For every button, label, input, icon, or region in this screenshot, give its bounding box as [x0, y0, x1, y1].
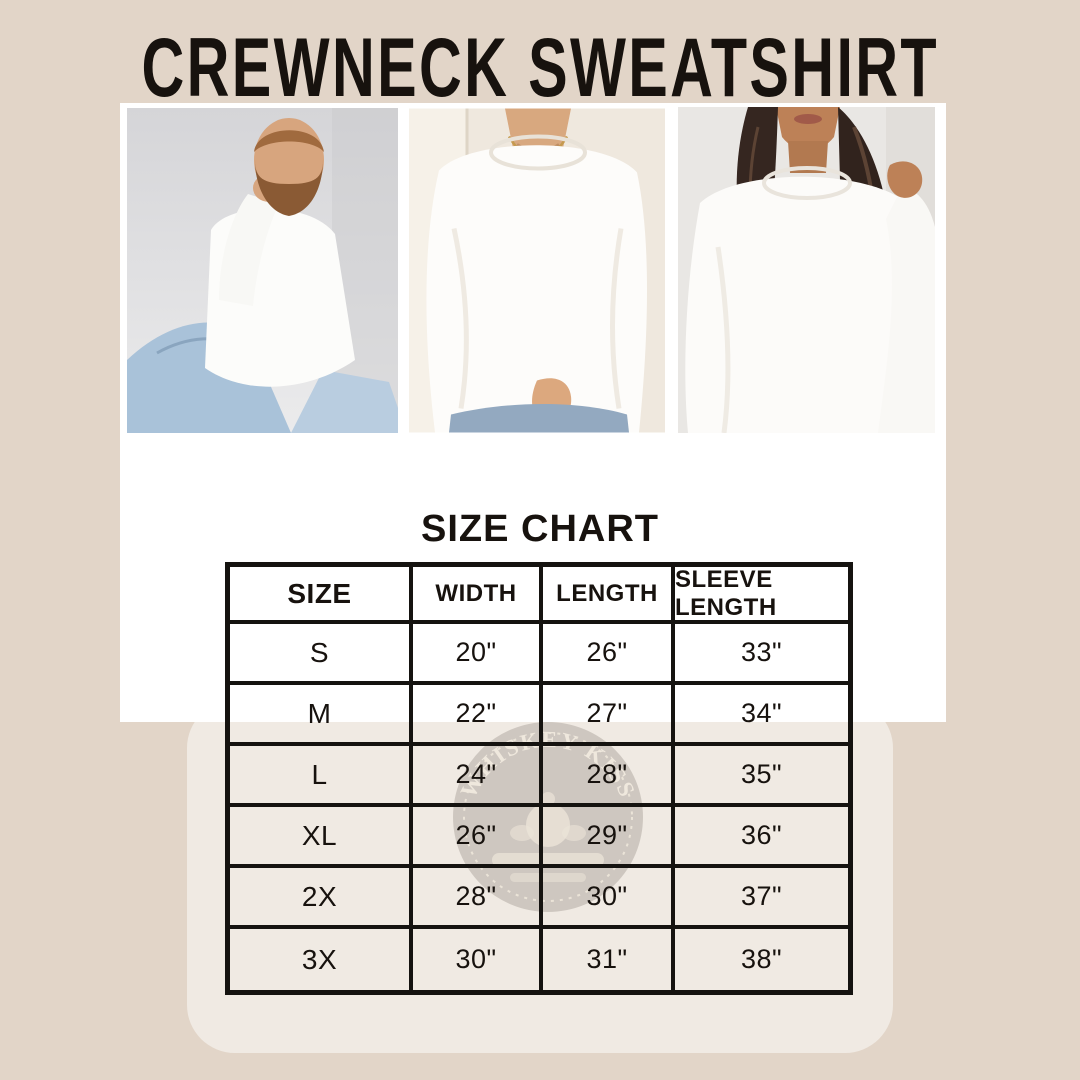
cell-sleeve: 35" — [740, 759, 783, 789]
page-title-wrap: CREWNECK SWEATSHIRT — [0, 20, 1080, 115]
cell-length: 26" — [543, 624, 675, 681]
cell-length: 28" — [543, 746, 675, 803]
column-header-sleeve-length: SLEEVE LENGTH — [675, 565, 777, 621]
cell-width: 22" — [413, 685, 543, 742]
cell-width: 20" — [413, 624, 543, 681]
man-illustration — [127, 108, 398, 433]
size-chart-header-row: SIZE WIDTH LENGTH SLEEVE LENGTH — [230, 565, 848, 624]
cell-width: 26" — [413, 807, 543, 864]
column-header-width: WIDTH — [413, 567, 543, 620]
product-photo-man — [127, 108, 398, 433]
cell-width: 30" — [413, 929, 543, 990]
cell-length: 31" — [543, 929, 675, 990]
column-header-size: SIZE — [230, 567, 413, 620]
table-row-l: L 24" 28" 35" — [230, 746, 848, 807]
table-row-xl: XL 26" 29" 36" — [230, 807, 848, 868]
size-chart-heading: SIZE CHART — [421, 508, 659, 550]
product-photo-woman — [409, 108, 665, 433]
cell-size: XL — [230, 807, 413, 864]
size-chart-table: SIZE WIDTH LENGTH SLEEVE LENGTH S 20" 26… — [225, 562, 853, 995]
table-row-s: S 20" 26" 33" — [230, 624, 848, 685]
column-header-length: LENGTH — [543, 567, 675, 620]
plus-size-woman-illustration — [678, 107, 935, 433]
table-row-3x: 3X 30" 31" 38" — [230, 929, 848, 990]
cell-size: L — [230, 746, 413, 803]
table-row-2x: 2X 28" 30" 37" — [230, 868, 848, 929]
product-photo-plus-size-woman — [678, 107, 935, 433]
cell-sleeve: 33" — [740, 637, 783, 667]
cell-sleeve: 34" — [740, 698, 783, 728]
cell-size: S — [230, 624, 413, 681]
page-title: CREWNECK SWEATSHIRT — [141, 21, 939, 115]
cell-size: M — [230, 685, 413, 742]
cell-sleeve: 36" — [740, 820, 783, 850]
cell-width: 28" — [413, 868, 543, 925]
cell-sleeve: 37" — [740, 881, 783, 911]
cell-length: 30" — [543, 868, 675, 925]
cell-size: 2X — [230, 868, 413, 925]
cell-length: 27" — [543, 685, 675, 742]
cell-length: 29" — [543, 807, 675, 864]
cell-sleeve: 38" — [740, 944, 783, 974]
table-row-m: M 22" 27" 34" — [230, 685, 848, 746]
cell-width: 24" — [413, 746, 543, 803]
woman-illustration — [409, 108, 665, 433]
cell-size: 3X — [230, 929, 413, 990]
